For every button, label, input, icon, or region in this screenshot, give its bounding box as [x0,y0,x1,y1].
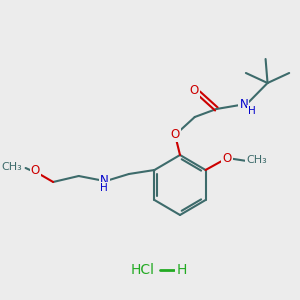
Text: O: O [223,152,232,164]
Text: O: O [189,85,198,98]
Text: H: H [177,263,187,277]
Text: CH₃: CH₃ [246,155,267,165]
Text: N: N [240,98,248,112]
Text: N: N [100,173,109,187]
Text: HCl: HCl [130,263,154,277]
Text: CH₃: CH₃ [2,162,22,172]
Text: O: O [31,164,40,176]
Text: O: O [170,128,180,140]
Text: H: H [248,106,256,116]
Text: H: H [100,183,108,193]
